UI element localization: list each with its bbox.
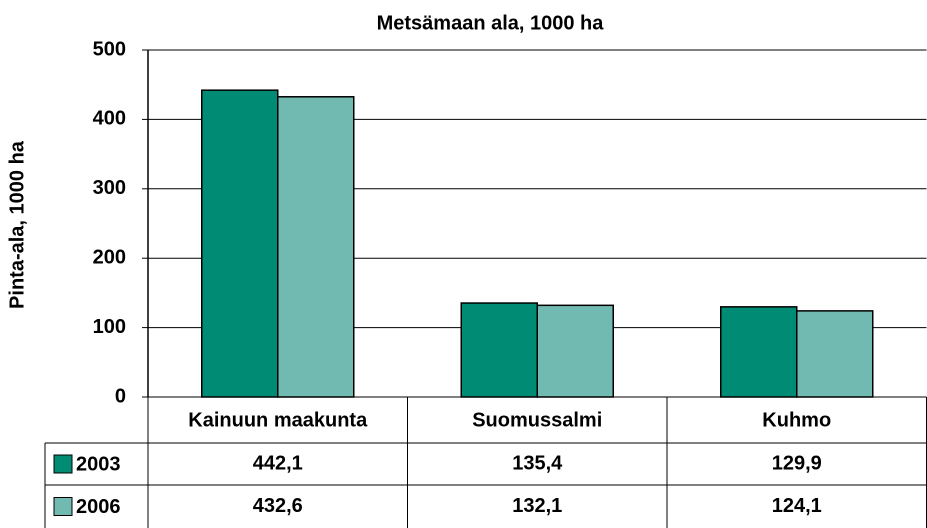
y-tick-label: 300 (93, 177, 126, 199)
bar (536, 304, 614, 398)
legend-label: 2006 (76, 496, 121, 518)
y-tick-label: 500 (93, 38, 126, 60)
table-value: 124,1 (772, 495, 822, 517)
chart-title: Metsämaan ala, 1000 ha (377, 12, 605, 34)
bar (720, 306, 798, 398)
legend-label: 2003 (76, 453, 121, 475)
table-value: 442,1 (253, 452, 303, 474)
table-value: 432,6 (253, 495, 303, 517)
y-tick-label: 400 (93, 108, 126, 130)
table-value: 135,4 (512, 452, 563, 474)
table-value: 129,9 (772, 452, 822, 474)
table-value: 132,1 (512, 495, 562, 517)
legend-swatch (53, 497, 73, 516)
bar (277, 96, 355, 398)
category-label: Kainuun maakunta (188, 409, 368, 431)
y-tick-label: 0 (115, 385, 126, 407)
category-label: Suomussalmi (472, 409, 602, 431)
y-tick-label: 200 (93, 246, 126, 268)
category-label: Kuhmo (762, 409, 831, 431)
y-axis-label: Pinta-ala, 1000 ha (6, 140, 28, 309)
legend-swatch (53, 454, 73, 474)
y-tick-label: 100 (93, 316, 126, 338)
bar (796, 310, 874, 398)
bar (201, 89, 279, 398)
bar (460, 302, 538, 398)
